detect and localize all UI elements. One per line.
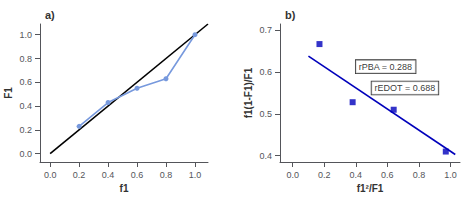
svg-text:0.0: 0.0 (44, 170, 57, 180)
svg-text:0.5: 0.5 (259, 109, 272, 119)
svg-text:0.8: 0.8 (413, 170, 426, 180)
svg-text:0.6: 0.6 (19, 77, 32, 87)
svg-text:0.2: 0.2 (73, 170, 86, 180)
svg-text:0.4: 0.4 (102, 170, 115, 180)
svg-text:b): b) (285, 9, 296, 21)
svg-text:1.0: 1.0 (444, 170, 457, 180)
svg-text:0.6: 0.6 (381, 170, 394, 180)
svg-text:0.0: 0.0 (286, 170, 299, 180)
svg-text:0.0: 0.0 (19, 149, 32, 159)
svg-text:0.6: 0.6 (259, 67, 272, 77)
svg-text:1.0: 1.0 (19, 30, 32, 40)
svg-text:0.7: 0.7 (259, 25, 272, 35)
svg-text:0.2: 0.2 (19, 125, 32, 135)
svg-text:0.6: 0.6 (131, 170, 144, 180)
svg-text:0.4: 0.4 (350, 170, 363, 180)
svg-text:rPBA = 0.288: rPBA = 0.288 (359, 62, 412, 72)
svg-text:0.4: 0.4 (259, 151, 272, 161)
svg-text:0.8: 0.8 (160, 170, 173, 180)
svg-text:0.4: 0.4 (19, 101, 32, 111)
svg-text:0.8: 0.8 (19, 54, 32, 64)
svg-text:F1: F1 (3, 87, 14, 99)
svg-text:rEDOT = 0.688: rEDOT = 0.688 (375, 83, 436, 93)
svg-text:a): a) (45, 9, 55, 21)
svg-text:0.2: 0.2 (318, 170, 331, 180)
svg-text:f1(1-F1)/F1: f1(1-F1)/F1 (243, 67, 254, 118)
svg-text:f1: f1 (120, 183, 129, 194)
svg-text:f1²/F1: f1²/F1 (357, 183, 384, 194)
svg-text:1.0: 1.0 (189, 170, 202, 180)
